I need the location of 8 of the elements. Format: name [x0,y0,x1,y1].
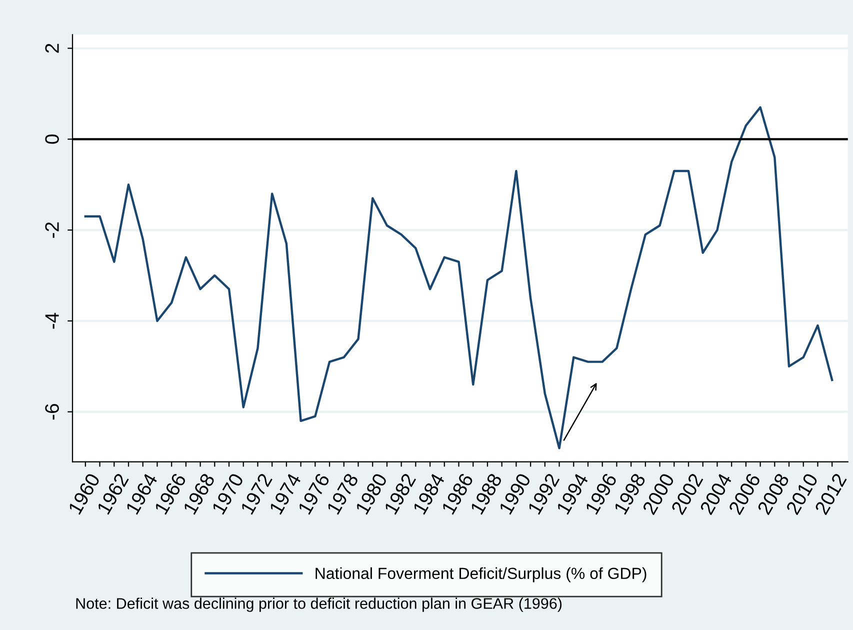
y-tick-label: -4 [45,312,59,329]
text: National Foverment Deficit/Surplus (% of GDP) [316,567,646,582]
y-tick-label: 0 [45,134,59,144]
y-tick-label: 2 [45,44,59,53]
y-tick-label: -6 [45,404,59,420]
line-series [84,106,834,450]
text: Note: Deficit was declining prior to deficit reduction plan in GEAR (1996) [76,598,562,612]
y-tick-label: -2 [45,222,59,238]
